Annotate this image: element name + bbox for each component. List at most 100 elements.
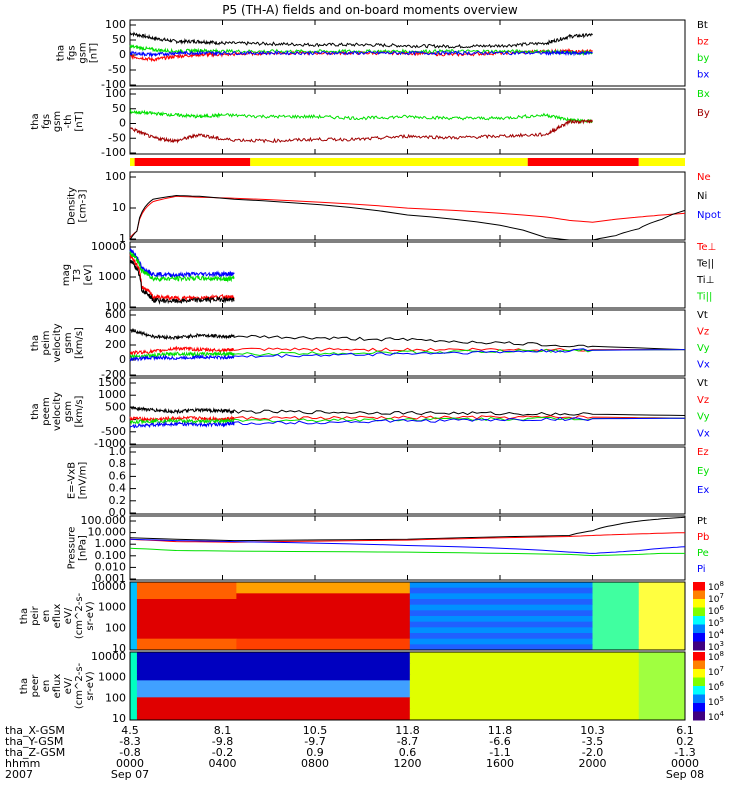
y-label-line: eflux xyxy=(52,604,63,629)
spectrogram-cell xyxy=(592,604,640,611)
y-tick-label: 10.000 xyxy=(88,526,127,539)
panel-frame xyxy=(129,88,686,155)
spectrogram-cell xyxy=(409,593,593,600)
ephemeris-value: 11.8 xyxy=(395,724,420,737)
spectrogram-cell xyxy=(130,697,138,704)
ephemeris-value: 0800 xyxy=(301,757,329,770)
series-line-By xyxy=(129,119,593,144)
spectrogram-cell xyxy=(130,599,138,606)
spectrogram-cell xyxy=(638,669,686,676)
ephemeris-value: 10.5 xyxy=(303,724,328,737)
spectrogram-cell xyxy=(136,633,237,640)
spectrogram-cell xyxy=(638,714,686,721)
spectrogram-cell xyxy=(592,616,640,623)
spectrogram-cell xyxy=(638,599,686,606)
legend: Vt Vz Vy Vx xyxy=(697,378,710,439)
ephemeris-table: tha_X-GSMtha_Y-GSMtha_Z-GSMhhmm20074.5-8… xyxy=(5,724,704,781)
y-label-line: Density xyxy=(67,187,78,225)
y-tick-label: 100 xyxy=(105,621,126,634)
ephemeris-value: 0.2 xyxy=(676,735,694,748)
spectrogram-cell xyxy=(409,599,593,606)
spectrogram-cell xyxy=(130,587,138,594)
ephemeris-value: -3.5 xyxy=(582,735,603,748)
y-tick-label: 0.6 xyxy=(109,469,127,482)
series-line-Ti|| xyxy=(129,251,235,283)
spectrogram-cell xyxy=(136,599,237,606)
spectrogram-cell xyxy=(592,621,640,628)
ephemeris-value: Sep 08 xyxy=(666,768,704,781)
legend-entry: Pi xyxy=(697,564,706,575)
spectrogram-cell xyxy=(130,708,138,715)
y-label-line: [eV] xyxy=(83,265,94,286)
y-label-line: eV/ xyxy=(63,607,74,624)
legend-entry: bx xyxy=(697,70,709,81)
y-tick-label: 10000 xyxy=(91,580,126,593)
status-segment xyxy=(527,158,639,166)
y-label-line: gsm xyxy=(63,401,74,422)
spectrogram xyxy=(130,582,686,651)
y-label-line: en xyxy=(41,680,52,693)
colorbar-swatch xyxy=(693,590,705,600)
panel-frame xyxy=(129,171,686,241)
y-label-line: peem xyxy=(41,397,52,425)
legend: Vt Vz Vy Vx xyxy=(697,310,710,371)
y-tick-label: 1 xyxy=(119,232,126,245)
colorbar-label: 107 xyxy=(708,665,724,678)
spectrogram-cell xyxy=(409,616,593,623)
y-label-line: T3 xyxy=(72,269,83,282)
y-tick-label: 0 xyxy=(119,413,126,426)
spectrogram-cell xyxy=(638,644,686,651)
spectrogram-cell xyxy=(136,674,411,681)
spectrogram-cell xyxy=(638,686,686,693)
y-label-line: velocity xyxy=(52,323,63,362)
y-tick-label: 100 xyxy=(105,170,126,183)
spectrogram-cell xyxy=(638,708,686,715)
spectrogram-cell xyxy=(409,703,640,710)
legend-entry: Ti⊥ xyxy=(696,275,714,286)
legend-entry: Pb xyxy=(697,532,709,543)
spectrogram-cell xyxy=(638,691,686,698)
y-tick-label: 1000 xyxy=(98,270,126,283)
spectrogram-cell xyxy=(409,621,593,628)
colorbar-swatch xyxy=(693,669,705,678)
spectrogram-cell xyxy=(136,644,237,651)
y-tick-label: 100 xyxy=(105,300,126,313)
panel-frame xyxy=(129,651,686,721)
series-line-Vz xyxy=(129,345,685,356)
colorbar-swatch xyxy=(693,607,705,617)
legend-entry: Ni xyxy=(697,191,707,202)
y-label-line: tha xyxy=(19,678,30,694)
y-tick-label: 10000 xyxy=(91,650,126,663)
panel-ion_spec: tha peir en eflux eV/(cm^2-s-sr-eV)100001000… xyxy=(19,580,724,655)
y-tick-label: 1.0 xyxy=(109,445,127,458)
colorbar-swatch xyxy=(693,677,705,687)
spectrogram-cell xyxy=(130,633,138,640)
spectrogram-cell xyxy=(409,669,640,676)
panel-electron_spec: tha peer en eflux eV/(cm^2-s-sr-eV)100001000… xyxy=(19,650,724,725)
series-line-Ne xyxy=(129,195,686,239)
spectrogram-cell xyxy=(136,593,237,600)
y-label-line: (cm^2-s- xyxy=(74,592,85,639)
y-tick-label: -50 xyxy=(108,131,126,144)
spectrogram-cell xyxy=(638,582,686,589)
spectrogram-cell xyxy=(409,633,593,640)
spectrogram-cell xyxy=(409,587,593,594)
series-line-Vy xyxy=(129,416,685,426)
spectrogram-cell xyxy=(130,674,138,681)
colorbar-swatch xyxy=(693,711,705,721)
y-tick-label: 0.8 xyxy=(109,457,127,470)
y-tick-label: -1000 xyxy=(94,437,126,450)
y-label-line: [nT] xyxy=(74,111,85,131)
y-tick-label: 0.010 xyxy=(95,560,127,573)
y-axis-label: tha fgs gsm -th [nT] xyxy=(30,111,85,132)
panel-density: Density [cm-3] 100 10 1 Ne Ni Npot xyxy=(67,170,721,245)
y-tick-label: 0.4 xyxy=(109,482,127,495)
y-tick-label: 10 xyxy=(112,201,126,214)
ephemeris-value: 1200 xyxy=(394,757,422,770)
legend-entry: Vx xyxy=(697,428,710,439)
ephemeris-value: 1600 xyxy=(486,757,514,770)
panel-frame xyxy=(129,309,686,377)
y-label-line: (cm^2-s- xyxy=(74,662,85,709)
